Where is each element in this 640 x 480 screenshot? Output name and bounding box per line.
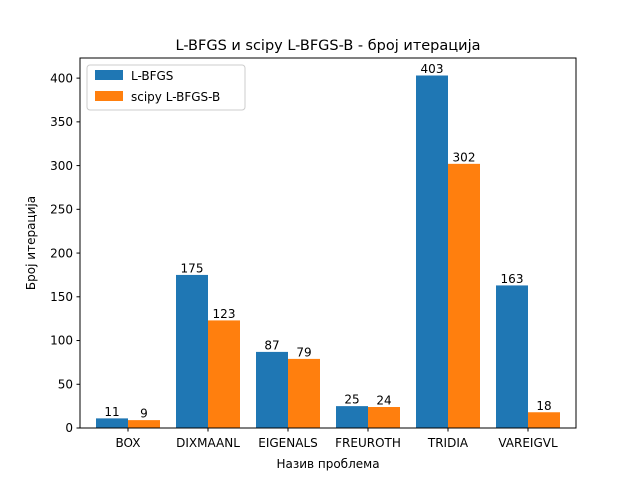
x-tick-label: TRIDIA (427, 436, 469, 450)
chart-title: L-BFGS и scipy L-BFGS-B - број итерација (176, 38, 481, 54)
bar-l-bfgs-eigenals (256, 351, 288, 428)
legend: L-BFGS scipy L-BFGS-B (86, 64, 246, 111)
legend-swatch-scipy-l-bfgs-b (95, 91, 123, 101)
y-tick-label: 0 (65, 421, 73, 435)
x-tick-label: EIGENALS (258, 436, 318, 450)
x-tick-label: VAREIGVL (498, 436, 558, 450)
value-labels-group: 11 175 87 25 403 163 9 123 79 24 302 18 (104, 62, 551, 421)
bar-l-bfgs-vareigvl (496, 285, 528, 428)
y-tick-label: 350 (50, 115, 73, 129)
legend-label-l-bfgs: L-BFGS (131, 69, 173, 83)
x-tick-label: DIXMAANL (176, 436, 240, 450)
data-label-scipy-l-bfgs-b-box: 9 (140, 407, 148, 421)
data-label-l-bfgs-eigenals: 87 (264, 338, 279, 352)
bar-l-bfgs-tridia (416, 75, 448, 429)
bar-scipy-l-bfgs-b-tridia (448, 163, 480, 429)
data-label-scipy-l-bfgs-b-vareigvl: 18 (536, 399, 551, 413)
y-axis-label: Број итерација (24, 196, 38, 290)
bar-l-bfgs-dixmaanl (176, 274, 208, 428)
data-label-l-bfgs-tridia: 403 (421, 62, 444, 76)
y-tick-label: 200 (50, 246, 73, 260)
y-tick-label: 250 (50, 203, 73, 217)
data-label-l-bfgs-freuroth: 25 (344, 393, 359, 407)
data-label-l-bfgs-box: 11 (104, 405, 119, 419)
legend-box (86, 64, 246, 111)
data-label-l-bfgs-dixmaanl: 175 (181, 261, 204, 275)
y-axis: 0 50 100 150 200 250 300 350 400 (50, 71, 80, 435)
data-label-scipy-l-bfgs-b-dixmaanl: 123 (213, 307, 236, 321)
y-tick-label: 400 (50, 71, 73, 85)
y-tick-label: 50 (58, 377, 73, 391)
x-axis: BOX DIXMAANL EIGENALS FREUROTH TRIDIA VAREIGV… (116, 428, 558, 450)
data-label-scipy-l-bfgs-b-eigenals: 79 (296, 345, 311, 359)
bar-scipy-l-bfgs-b-vareigvl (528, 412, 560, 428)
bar-l-bfgs-freuroth (336, 406, 368, 428)
legend-label-scipy-l-bfgs-b: scipy L-BFGS-B (131, 90, 220, 104)
legend-swatch-l-bfgs (95, 70, 123, 80)
y-tick-label: 300 (50, 159, 73, 173)
plot-frame (79, 57, 577, 429)
data-label-scipy-l-bfgs-b-tridia: 302 (453, 150, 476, 164)
bar-scipy-l-bfgs-b-dixmaanl (208, 320, 240, 428)
data-label-l-bfgs-vareigvl: 163 (501, 272, 524, 286)
bar-l-bfgs-box (96, 418, 128, 428)
y-tick-label: 100 (50, 334, 73, 348)
bar-scipy-l-bfgs-b-box (128, 420, 160, 428)
x-tick-label: FREUROTH (335, 436, 401, 450)
bar-scipy-l-bfgs-b-eigenals (288, 358, 320, 428)
bars-group (96, 75, 560, 429)
data-label-scipy-l-bfgs-b-freuroth: 24 (376, 394, 391, 408)
y-tick-label: 150 (50, 290, 73, 304)
x-tick-label: BOX (116, 436, 141, 450)
x-axis-label: Назив проблема (276, 457, 379, 471)
bar-scipy-l-bfgs-b-freuroth (368, 407, 400, 428)
